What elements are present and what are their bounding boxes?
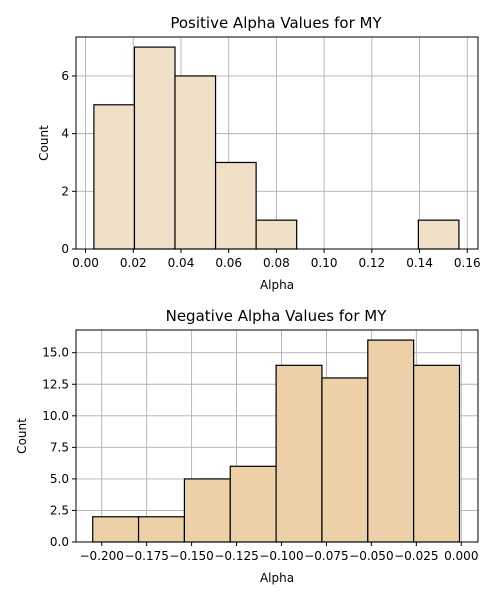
x-tick-label: −0.125: [214, 549, 258, 563]
x-tick-label: −0.100: [259, 549, 303, 563]
x-tick-label: −0.050: [349, 549, 393, 563]
x-tick-label: 0.14: [406, 256, 433, 270]
y-tick-label: 15.0: [42, 346, 69, 360]
y-tick-label: 0: [61, 242, 69, 256]
bars: [92, 339, 461, 543]
y-tick-label: 5.0: [50, 472, 69, 486]
chart-title: Negative Alpha Values for MY: [166, 307, 388, 325]
x-axis-ticks: 0.00 0.02 0.04 0.06 0.08 0.10 0.12 0.14 0.16: [72, 249, 481, 270]
x-tick-label: 0.08: [263, 256, 290, 270]
x-tick-label: 0.02: [120, 256, 147, 270]
plot-frame: [75, 329, 479, 543]
x-tick-label: −0.075: [304, 549, 348, 563]
histogram-bar: [214, 161, 257, 250]
histogram-bar: [275, 364, 323, 543]
histogram-bar: [367, 339, 415, 543]
y-tick-label: 7.5: [50, 440, 69, 454]
histogram-bar: [417, 219, 460, 250]
x-tick-label: 0.10: [311, 256, 338, 270]
bars: [93, 46, 460, 250]
y-tick-label: 10.0: [42, 409, 69, 423]
y-tick-label: 2: [61, 184, 69, 198]
histogram-bar: [174, 75, 217, 250]
x-tick-label: 0.04: [168, 256, 195, 270]
x-tick-label: −0.200: [79, 549, 123, 563]
histogram-bar: [92, 516, 140, 543]
y-tick-label: 4: [61, 127, 69, 141]
x-axis-ticks: −0.200 −0.175 −0.150 −0.125 −0.100 −0.075 −0.0…: [79, 542, 478, 563]
x-axis-label: Alpha: [260, 278, 294, 292]
x-tick-label: 0.12: [358, 256, 385, 270]
x-tick-label: −0.175: [124, 549, 168, 563]
histogram-bar: [137, 516, 186, 543]
chart-title: Positive Alpha Values for MY: [170, 14, 382, 32]
y-axis-label: Count: [15, 418, 29, 454]
x-axis-label: Alpha: [260, 571, 294, 585]
histogram-bar: [93, 104, 136, 250]
x-tick-label: 0.000: [444, 549, 478, 563]
x-tick-label: −0.150: [169, 549, 213, 563]
y-tick-label: 6: [61, 69, 69, 83]
histogram-bar: [133, 46, 176, 250]
histogram-bar: [321, 377, 369, 543]
histogram-bar: [183, 478, 231, 543]
y-tick-label: 2.5: [50, 503, 69, 517]
negative-alpha-histogram: Negative Alpha Values for MY −0.200 −0.17…: [15, 307, 479, 585]
histogram-bar: [255, 219, 298, 250]
y-tick-label: 12.5: [42, 377, 69, 391]
histogram-bar: [229, 465, 277, 543]
y-axis-ticks: 0.0 2.5 5.0 7.5 10.0 12.5 15.0: [42, 346, 76, 549]
x-tick-label: 0.00: [72, 256, 99, 270]
y-tick-label: 0.0: [50, 535, 69, 549]
x-tick-label: 0.16: [454, 256, 481, 270]
histogram-bar: [413, 364, 461, 543]
plot-frame: [75, 36, 479, 250]
y-axis-label: Count: [37, 125, 51, 161]
x-tick-label: 0.06: [215, 256, 242, 270]
y-axis-ticks: 0 2 4 6: [61, 69, 76, 256]
positive-alpha-histogram: Positive Alpha Values for MY 0.00 0.02 0.0…: [37, 14, 481, 292]
x-tick-label: −0.025: [394, 549, 438, 563]
